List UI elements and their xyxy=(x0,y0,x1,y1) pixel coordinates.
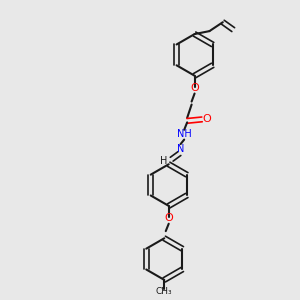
Text: O: O xyxy=(164,213,173,224)
Text: NH: NH xyxy=(177,129,192,139)
Text: N: N xyxy=(177,143,184,154)
Text: O: O xyxy=(190,83,199,93)
Text: O: O xyxy=(202,114,211,124)
Text: CH₃: CH₃ xyxy=(156,287,172,296)
Text: H: H xyxy=(160,156,167,166)
